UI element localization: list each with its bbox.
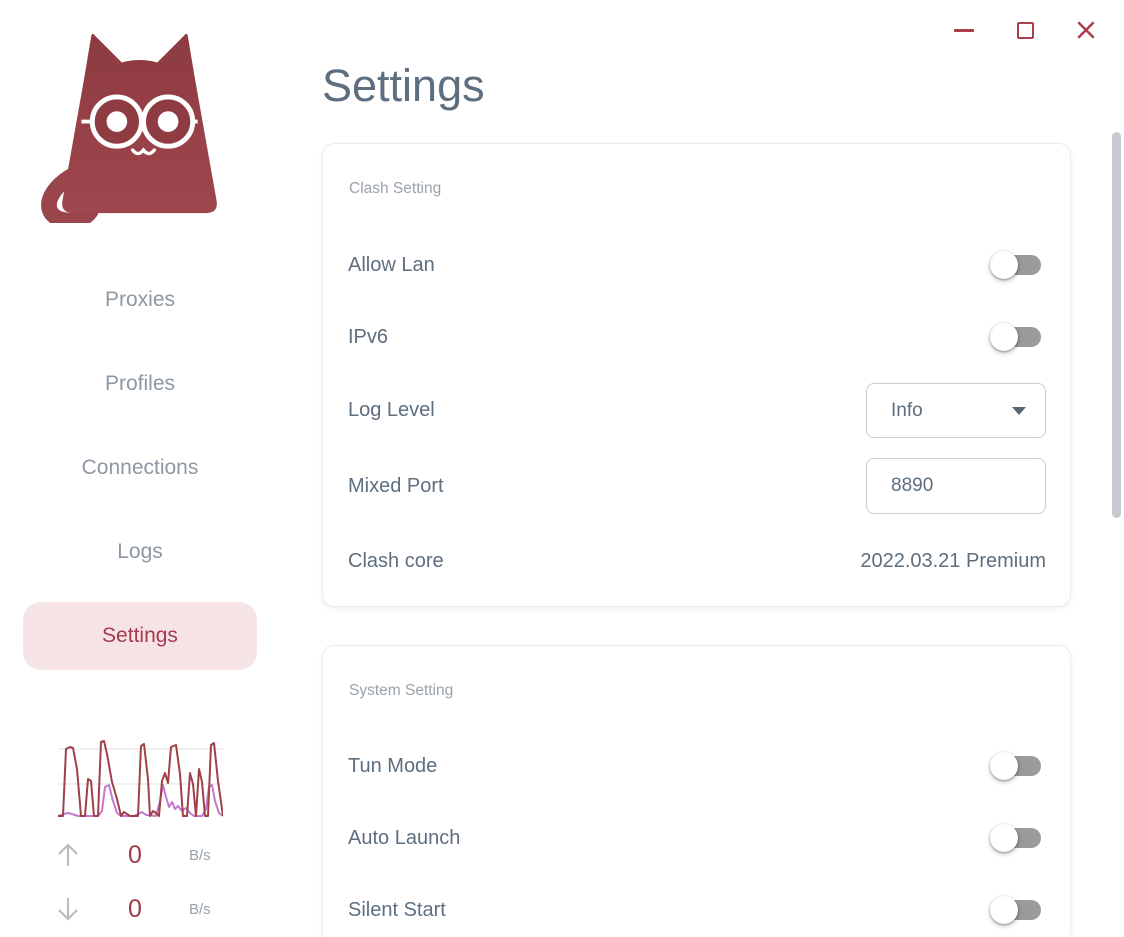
section-title: System Setting — [349, 682, 454, 699]
auto-launch-row: Auto Launch — [348, 813, 1046, 863]
mixed-port-label: Mixed Port — [348, 474, 444, 497]
download-speed-row: 0 B/s — [55, 894, 231, 924]
silent-start-label: Silent Start — [348, 898, 446, 921]
ipv6-row: IPv6 — [348, 312, 1046, 362]
auto-launch-label: Auto Launch — [348, 826, 461, 849]
download-speed-unit: B/s — [189, 900, 211, 918]
download-speed-value: 0 — [128, 894, 142, 923]
log-level-value: Info — [891, 399, 923, 421]
ipv6-label: IPv6 — [348, 325, 389, 348]
upload-speed-unit: B/s — [189, 846, 211, 864]
cat-mouth — [130, 147, 157, 156]
download-arrow-icon — [58, 898, 78, 921]
allow-lan-row: Allow Lan — [348, 240, 1046, 290]
sidebar-item-settings[interactable]: Settings — [23, 602, 257, 670]
tun-mode-label: Tun Mode — [348, 754, 438, 777]
sidebar-item-label: Settings — [102, 624, 178, 647]
cat-tail — [41, 160, 101, 223]
mixed-port-row: Mixed Port — [348, 458, 1046, 514]
toggle-thumb — [990, 323, 1018, 351]
sidebar-item-proxies[interactable]: Proxies — [23, 280, 257, 320]
section-title: Clash Setting — [349, 180, 442, 197]
maximize-icon[interactable] — [1013, 18, 1037, 42]
log-level-select[interactable]: Info — [866, 383, 1046, 438]
silent-start-row: Silent Start — [348, 885, 1046, 935]
mixed-port-input[interactable] — [866, 458, 1046, 514]
clash-core-value: 2022.03.21 Premium — [860, 549, 1046, 572]
sidebar-item-connections[interactable]: Connections — [23, 448, 257, 488]
upload-arrow-icon — [58, 843, 78, 866]
page-title: Settings — [322, 60, 485, 111]
left-eye — [106, 111, 128, 132]
download-series-line — [58, 740, 223, 817]
toggle-thumb — [990, 251, 1018, 279]
vertical-scrollbar[interactable] — [1112, 132, 1121, 518]
toggle-thumb — [990, 896, 1018, 924]
upload-speed-value: 0 — [128, 840, 142, 869]
window-controls — [952, 16, 1098, 44]
traffic-chart — [58, 740, 223, 817]
toggle-thumb — [990, 752, 1018, 780]
sidebar-item-label: Logs — [117, 540, 163, 563]
cat-logo — [41, 33, 217, 223]
chevron-down-icon — [1012, 406, 1026, 415]
tun-mode-row: Tun Mode — [348, 741, 1046, 791]
clash-core-row: Clash core 2022.03.21 Premium — [348, 536, 1046, 586]
sidebar-item-profiles[interactable]: Profiles — [23, 364, 257, 404]
minimize-icon[interactable] — [952, 18, 976, 42]
tun-mode-toggle[interactable] — [990, 752, 1041, 780]
sidebar-item-label: Profiles — [104, 372, 176, 395]
clash-setting-card: Clash Setting Allow Lan IPv6 Log Level I… — [322, 143, 1071, 607]
clash-core-label: Clash core — [348, 549, 444, 572]
sidebar-item-label: Proxies — [104, 288, 176, 311]
system-setting-card: System Setting Tun Mode Auto Launch Sile… — [322, 645, 1071, 937]
sidebar-item-logs[interactable]: Logs — [23, 532, 257, 572]
close-icon[interactable] — [1074, 18, 1098, 42]
log-level-label: Log Level — [348, 399, 435, 421]
sidebar-item-label: Connections — [81, 456, 199, 479]
log-level-row: Log Level Info — [348, 383, 1046, 438]
auto-launch-toggle[interactable] — [990, 824, 1041, 852]
right-eye — [157, 111, 179, 132]
silent-start-toggle[interactable] — [990, 896, 1041, 924]
upload-speed-row: 0 B/s — [55, 840, 231, 870]
allow-lan-toggle[interactable] — [990, 251, 1041, 279]
toggle-thumb — [990, 824, 1018, 852]
allow-lan-label: Allow Lan — [348, 253, 435, 276]
ipv6-toggle[interactable] — [990, 323, 1041, 351]
